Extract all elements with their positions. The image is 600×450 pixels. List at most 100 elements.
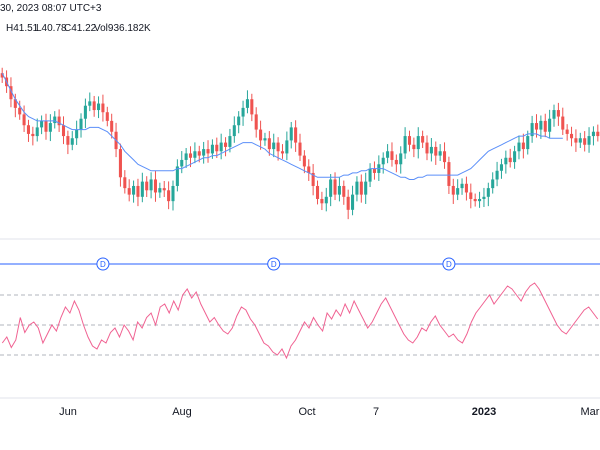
candle-body [110,120,114,132]
candle-body [513,151,517,163]
candle-body [416,136,420,150]
candle-body [241,107,245,117]
candle-body [473,198,477,202]
candle-body [35,127,39,137]
candle-body [9,86,13,100]
candle-body [460,183,464,189]
candle-body [438,151,442,156]
candle-body [105,112,109,121]
candle-body [307,166,311,173]
candle-body [210,144,214,154]
candle-body [18,107,22,115]
candle-body [530,123,534,137]
candle-body [469,192,473,199]
candle-body [193,151,197,158]
candle-body [337,185,341,195]
candle-body [123,177,127,189]
candle-body [280,151,285,154]
candle-body [289,127,293,141]
candle-body [53,116,57,124]
candle-body [596,131,600,137]
dividend-marker[interactable] [267,257,281,271]
candle-body [359,181,363,195]
candle-body [324,196,328,204]
candle-body [486,188,490,197]
candle-body [399,153,403,165]
candle-body [478,198,482,202]
candle-body [517,142,521,152]
candle-body [412,144,416,150]
candle-body [351,194,355,210]
candle-body [79,118,83,130]
candle-body [386,151,390,158]
candle-body [425,142,429,154]
header-session-fragment: 30, 2023 08:07 UTC+3 [0,3,102,14]
dividend-marker[interactable] [442,257,456,271]
candle-body [407,136,412,145]
dividend-marker[interactable] [96,257,110,271]
candle-body [70,138,74,145]
header-ohlc-close: C41.22 [64,23,97,34]
candle-body [75,129,79,139]
candle-body [276,142,280,152]
candle-body [61,125,66,137]
dividend-marker-label: D [446,260,452,269]
candle-body [552,110,556,119]
candle-body [180,159,184,167]
header-volume: Vol936.182K [94,23,151,34]
header-ohlc-high: H41.51 [6,23,39,34]
candle-body [215,144,219,152]
candle-body [162,188,166,191]
candle-body [403,136,407,154]
candle-body [570,133,574,139]
candle-body [482,196,486,199]
rsi-pane[interactable] [0,282,600,360]
candle-body [167,190,171,202]
candle-body [591,131,595,137]
candle-body [92,101,96,111]
candle-body [184,153,188,160]
candle-body [0,73,4,78]
candle-body [202,149,206,156]
candle-body [534,123,539,130]
candle-body [342,185,346,197]
candle-body [556,110,560,117]
price-pane[interactable] [0,67,600,220]
candle-body [429,146,433,154]
candle-body [320,198,324,204]
dividend-marker-label: D [271,260,277,269]
candle-body [254,114,258,130]
dividend-marker-label: D [100,260,106,269]
candle-body [355,181,359,195]
candle-body [587,136,591,145]
candle-body [118,149,122,178]
candle-body [285,140,289,154]
candle-body [219,142,223,152]
candle-body [499,164,503,171]
candle-body [171,185,175,202]
candle-body [88,101,92,106]
x-tick-label: 2023 [472,406,496,418]
x-axis: Jun Aug Oct 7 2023 Mar [0,397,600,418]
candle-body [508,157,512,163]
x-tick-label: Jun [59,406,77,418]
candle-body [302,155,306,167]
candle-body [368,168,372,182]
candle-body [421,136,425,143]
candle-body [127,188,131,195]
candle-body [495,170,499,180]
candle-body [97,103,101,111]
candle-body [504,157,508,165]
rsi-line [1,282,599,360]
candle-body [381,157,385,165]
candle-body [447,162,451,186]
candle-body [390,151,394,160]
candle-body [44,120,48,132]
candle-body [298,142,302,156]
candle-body [346,196,350,210]
candle-body [442,151,447,163]
candle-body [153,179,158,193]
candle-body [22,114,26,126]
